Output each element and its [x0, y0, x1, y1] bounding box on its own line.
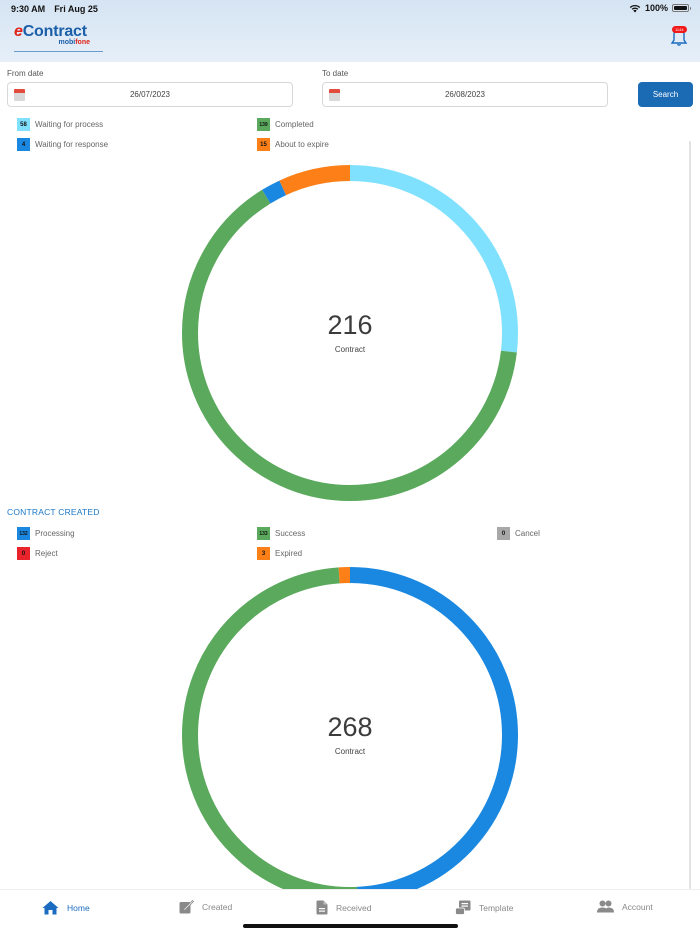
users-icon	[597, 900, 614, 913]
legend-reject[interactable]: 0 Reject	[17, 547, 58, 560]
tab-received[interactable]: Received	[316, 900, 371, 915]
date: Fri Aug 25	[54, 4, 98, 14]
legend-label: About to expire	[275, 140, 329, 149]
donut-caption: Contract	[334, 345, 366, 354]
legend-count: 15	[257, 138, 270, 151]
bottom-tab-bar: Home Created Received Template	[0, 889, 700, 934]
legend-expired[interactable]: 3 Expired	[257, 547, 302, 560]
segment-completed	[182, 165, 518, 501]
received-donut-svg	[182, 165, 518, 501]
legend-label: Waiting for process	[35, 120, 104, 129]
tab-template[interactable]: Template	[455, 900, 514, 915]
clock: 9:30 AM	[11, 4, 46, 14]
legend-count: 139	[257, 118, 270, 131]
from-date-label: From date	[7, 69, 44, 78]
home-icon	[42, 901, 59, 915]
legend-label: Expired	[275, 549, 303, 558]
template-icon	[455, 900, 471, 915]
legend-label: Completed	[275, 120, 314, 129]
legend-waiting-for-response[interactable]: 4 Waiting for response	[17, 138, 108, 151]
legend-count: 3	[257, 547, 270, 560]
status-indicators: 100%	[629, 3, 691, 13]
legend-count: 0	[497, 527, 510, 540]
donut-caption: Contract	[334, 747, 366, 756]
legend-cancel[interactable]: 0 Cancel	[497, 527, 540, 540]
legend-label: Waiting for response	[35, 140, 109, 149]
tab-label: Template	[479, 902, 514, 913]
battery-icon	[672, 4, 691, 12]
to-date-label: To date	[322, 69, 349, 78]
scrollbar[interactable]	[689, 141, 691, 889]
tab-created[interactable]: Created	[179, 900, 232, 914]
legend-label: Cancel	[515, 529, 540, 538]
legend-count: 4	[17, 138, 30, 151]
legend-completed[interactable]: 139 Completed	[257, 118, 314, 131]
tab-account[interactable]: Account	[597, 900, 653, 913]
calendar-icon	[14, 89, 25, 101]
battery-percent: 100%	[644, 3, 668, 13]
legend-count: 133	[257, 527, 270, 540]
calendar-icon	[329, 89, 340, 101]
section-title-contract-created: CONTRACT CREATED	[7, 507, 100, 517]
tab-label: Received	[336, 902, 372, 913]
donut-center: 268 Contract	[182, 713, 518, 756]
from-date-value: 26/07/2023	[129, 90, 171, 99]
segment-expired	[182, 567, 518, 903]
legend-label: Reject	[35, 549, 58, 558]
tab-home[interactable]: Home	[42, 900, 90, 915]
legend-count: 0	[17, 547, 30, 560]
created-donut-chart: 268 Contract	[182, 567, 518, 903]
edit-icon	[179, 900, 194, 914]
donut-total: 216	[327, 310, 373, 340]
document-icon	[316, 900, 328, 915]
to-date-value: 26/08/2023	[444, 90, 486, 99]
tab-label: Created	[202, 902, 233, 912]
search-button[interactable]: Search	[638, 82, 693, 107]
from-date-input[interactable]: 26/07/2023	[7, 82, 293, 107]
legend-waiting-for-process[interactable]: 58 Waiting for process	[17, 118, 103, 131]
to-date-input[interactable]: 26/08/2023	[322, 82, 608, 107]
legend-label: Processing	[35, 529, 75, 538]
status-time: 9:30 AM Fri Aug 25	[11, 4, 107, 14]
wifi-icon	[629, 4, 641, 12]
top-bar: 9:30 AM Fri Aug 25 100% eContract mobifon…	[0, 0, 700, 62]
notification-button[interactable]: 1144	[669, 26, 689, 48]
tab-label: Home	[67, 902, 90, 913]
legend-processing[interactable]: 132 Processing	[17, 527, 75, 540]
received-donut-chart: 216 Contract	[182, 165, 518, 501]
home-indicator	[243, 924, 458, 928]
legend-count: 132	[17, 527, 30, 540]
donut-total: 268	[327, 712, 373, 742]
segment-about-to-expire	[182, 165, 518, 501]
legend-count: 58	[17, 118, 30, 131]
tab-label: Account	[622, 901, 653, 912]
econtract-logo: eContract mobifone	[14, 24, 104, 54]
legend-about-to-expire[interactable]: 15 About to expire	[257, 138, 329, 151]
donut-center: 216 Contract	[182, 311, 518, 354]
legend-success[interactable]: 133 Success	[257, 527, 305, 540]
notification-badge: 1144	[672, 26, 687, 33]
legend-label: Success	[275, 529, 306, 538]
